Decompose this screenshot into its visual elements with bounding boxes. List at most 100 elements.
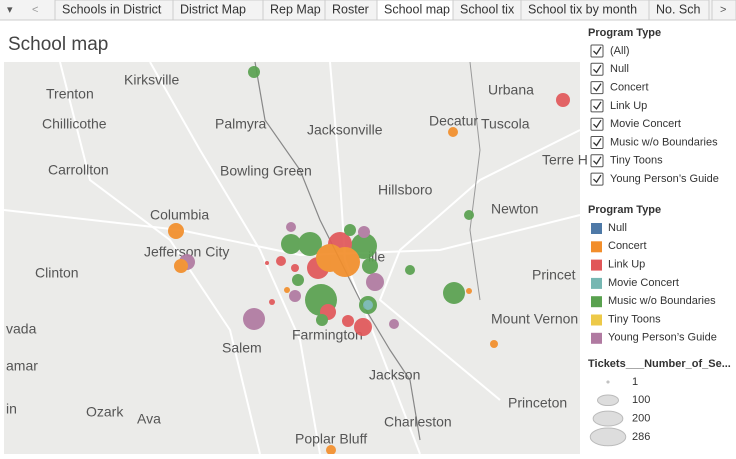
legend-label[interactable]: Music w/o Boundaries xyxy=(608,295,716,307)
place-label: Charleston xyxy=(384,414,452,430)
map-bubble[interactable] xyxy=(405,265,415,275)
size-swatch xyxy=(606,380,610,384)
checkbox[interactable] xyxy=(590,62,604,76)
legend-swatch[interactable] xyxy=(591,241,602,253)
place-label: Decatur xyxy=(429,113,478,129)
map-bubble[interactable] xyxy=(351,233,377,259)
tab-nav-bg xyxy=(711,0,736,21)
legend-swatch[interactable] xyxy=(591,277,602,289)
legend-label[interactable]: Movie Concert xyxy=(608,277,679,289)
filter-item[interactable]: Young Person’s Guide xyxy=(610,173,719,185)
map-bubble[interactable] xyxy=(265,261,269,265)
map-bubble[interactable] xyxy=(289,290,301,302)
tab[interactable] xyxy=(648,0,710,21)
map-bubble[interactable] xyxy=(363,300,373,310)
place-label: in xyxy=(6,401,17,417)
map-bubble[interactable] xyxy=(291,264,299,272)
place-label: Bowling Green xyxy=(220,163,312,179)
map-bubble[interactable] xyxy=(490,340,498,348)
place-label: amar xyxy=(6,358,38,374)
tab-label[interactable]: School tix xyxy=(460,2,515,16)
map-bubble[interactable] xyxy=(556,93,570,107)
map-bubble[interactable] xyxy=(298,232,322,256)
map-bubble[interactable] xyxy=(243,308,265,330)
map-bubble[interactable] xyxy=(448,127,458,137)
map-bubble[interactable] xyxy=(284,287,290,293)
map-bubble[interactable] xyxy=(330,247,360,277)
legend-swatch[interactable] xyxy=(591,332,602,344)
legend-swatch[interactable] xyxy=(591,296,602,308)
filter-item[interactable]: Null xyxy=(610,63,629,75)
legend-label[interactable]: Null xyxy=(608,222,627,234)
map-bubble[interactable] xyxy=(292,274,304,286)
checkbox[interactable] xyxy=(590,117,604,131)
size-swatch xyxy=(597,394,619,407)
check-mark xyxy=(593,156,602,165)
tab-nav[interactable]: < xyxy=(32,4,38,16)
map-bubble[interactable] xyxy=(286,222,296,232)
map-bubble[interactable] xyxy=(389,319,399,329)
map-bubble[interactable] xyxy=(366,273,384,291)
map-bubble[interactable] xyxy=(344,224,356,236)
filter-item[interactable]: Link Up xyxy=(610,100,647,112)
map-bubble[interactable] xyxy=(326,445,336,455)
size-label: 1 xyxy=(632,376,638,388)
legend-swatch[interactable] xyxy=(591,259,602,271)
checkbox[interactable] xyxy=(590,154,604,168)
checkbox[interactable] xyxy=(590,136,604,149)
tab-label[interactable]: Rep Map xyxy=(270,2,321,16)
tab-label[interactable]: Schools in District xyxy=(62,2,162,16)
legend-swatch[interactable] xyxy=(591,223,602,234)
size-swatch xyxy=(589,427,627,447)
place-label: Chillicothe xyxy=(42,116,107,132)
checkbox[interactable] xyxy=(590,172,604,186)
map-bubble[interactable] xyxy=(466,288,472,294)
legend-label[interactable]: Tiny Toons xyxy=(608,313,661,325)
map-bubble[interactable] xyxy=(168,223,184,239)
map-bubble[interactable] xyxy=(276,256,286,266)
place-label: Hillsboro xyxy=(378,182,433,198)
place-label: Columbia xyxy=(150,207,209,223)
tab-label[interactable]: District Map xyxy=(180,2,246,16)
tab-label[interactable]: No. Sch xyxy=(656,2,701,16)
tab-nav[interactable]: > xyxy=(720,4,726,16)
tab-nav[interactable]: ▾ xyxy=(7,4,13,16)
map-bubble[interactable] xyxy=(248,66,260,78)
filter-item[interactable]: Music w/o Boundaries xyxy=(610,136,718,148)
map: Kirksville Trenton Urbana Chillicothe Palmyr… xyxy=(3,61,588,455)
place-label: Princeton xyxy=(508,395,567,411)
size-label: 286 xyxy=(632,431,650,443)
filter-item[interactable]: (All) xyxy=(610,45,630,57)
legend-swatch[interactable] xyxy=(591,314,602,326)
tab-label[interactable]: School map xyxy=(384,2,450,16)
map-bubble[interactable] xyxy=(316,314,328,326)
map-bubble[interactable] xyxy=(342,315,354,327)
map-bubble[interactable] xyxy=(464,210,474,220)
checkbox[interactable] xyxy=(590,99,604,113)
filter-item[interactable]: Tiny Toons xyxy=(610,155,663,167)
map-bubble[interactable] xyxy=(358,226,370,238)
map-bubble[interactable] xyxy=(362,258,378,274)
check-mark xyxy=(593,119,602,129)
filter-item[interactable]: Movie Concert xyxy=(610,118,681,130)
map-bubble[interactable] xyxy=(269,299,275,305)
legend-label[interactable]: Concert xyxy=(608,240,647,252)
size-legend-title: Tickets___Number_of_Se... xyxy=(588,358,731,370)
legend-label[interactable]: Young Person’s Guide xyxy=(608,332,717,344)
map-bubble[interactable] xyxy=(281,234,301,254)
legend-label[interactable]: Link Up xyxy=(608,259,645,271)
filter-item[interactable]: Concert xyxy=(610,82,649,94)
map-bubble[interactable] xyxy=(443,282,465,304)
place-label: Trenton xyxy=(46,86,94,102)
map-bubble[interactable] xyxy=(354,318,372,336)
place-label: Salem xyxy=(222,340,262,356)
map-bubble[interactable] xyxy=(174,259,188,273)
map-bubbles[interactable] xyxy=(168,66,570,455)
place-label: Clinton xyxy=(35,265,79,281)
tab-label[interactable]: Roster xyxy=(332,2,369,16)
checkbox[interactable] xyxy=(590,81,604,95)
checkbox[interactable] xyxy=(590,44,604,58)
place-label: Palmyra xyxy=(215,116,267,132)
tab-label[interactable]: School tix by month xyxy=(528,2,637,16)
